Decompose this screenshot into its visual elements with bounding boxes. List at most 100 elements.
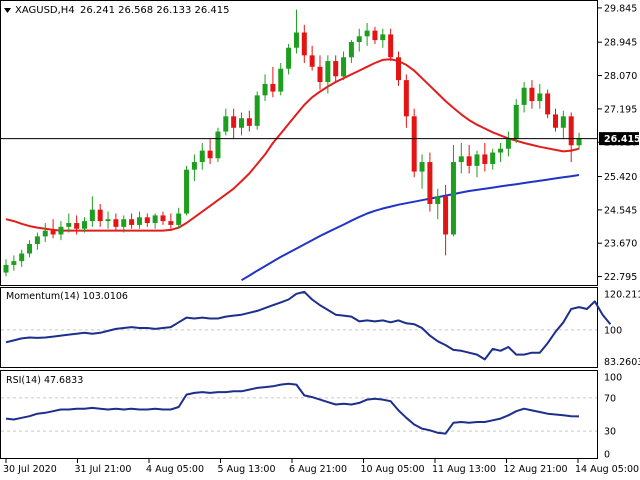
candle-body: [443, 196, 449, 235]
candle-body: [325, 61, 331, 83]
ma-fast-path: [5, 58, 580, 232]
ohlc-values: 26.241 26.568 26.133 26.415: [80, 5, 230, 16]
candle-body: [168, 221, 174, 225]
chart-header: XAGUSD,H4 26.241 26.568 26.133 26.415: [4, 5, 230, 16]
symbol-label: XAGUSD,H4: [15, 5, 75, 16]
momentum-tick-label: 120.2117: [604, 290, 640, 301]
candle-body: [184, 169, 190, 214]
candle-body: [419, 162, 425, 172]
candle-body: [262, 83, 268, 96]
candle-body: [505, 139, 511, 149]
candle-body: [450, 162, 456, 235]
candles: [3, 9, 582, 277]
current-price-label: 26.415: [604, 134, 640, 145]
rsi-panel-frame: [0, 370, 598, 459]
price-tick-label: 28.070: [604, 71, 637, 82]
candle-body: [568, 116, 574, 146]
candle-body: [223, 116, 229, 132]
momentum-axis: 120.2117 100 83.2603: [1, 290, 640, 368]
candle-body: [553, 114, 558, 128]
candle-body: [207, 150, 213, 159]
candle-body: [498, 148, 504, 153]
candle-body: [246, 118, 252, 126]
time-tick-label: 11 Aug 13:00: [432, 464, 496, 475]
candle-body: [199, 150, 205, 163]
candle-body: [121, 219, 127, 227]
candle-body: [231, 116, 237, 128]
candle-body: [27, 243, 33, 254]
rsi-path: [5, 382, 580, 435]
momentum-tick-label: 100: [604, 325, 622, 336]
candle-body: [74, 223, 80, 229]
candle-body: [317, 66, 323, 83]
time-tick-label: 4 Aug 05:00: [146, 464, 204, 475]
candle-body: [50, 230, 56, 235]
collapse-arrow-icon[interactable]: [4, 8, 11, 13]
candle-body: [105, 219, 111, 222]
candle-body: [66, 223, 72, 227]
candle-body: [215, 131, 221, 159]
candle-body: [482, 154, 488, 164]
candle-body: [380, 34, 386, 41]
candle-body: [278, 68, 284, 92]
current-price-tag: 26.415: [599, 132, 640, 146]
ma-fast-line: [5, 58, 580, 232]
candle-body: [560, 116, 566, 128]
candle-body: [364, 30, 370, 37]
rsi-tick-label: 0: [604, 450, 610, 461]
rsi-tick-label: 100: [604, 373, 622, 384]
time-tick-label: 6 Aug 21:00: [289, 464, 347, 475]
candle-body: [293, 32, 299, 48]
candle-body: [545, 93, 551, 115]
price-tick-label: 28.945: [604, 38, 637, 49]
candle-body: [160, 215, 166, 222]
ma-slow-line: [240, 174, 580, 282]
candle-body: [403, 80, 409, 117]
candle-body: [537, 93, 543, 102]
momentum-path: [5, 290, 612, 361]
candle-body: [11, 261, 17, 265]
candle-body: [89, 209, 95, 222]
candle-body: [458, 156, 464, 163]
candle-body: [152, 215, 158, 224]
candle-body: [474, 154, 480, 166]
time-axis: 30 Jul 2020 31 Jul 21:00 4 Aug 05:00 5 Aug …: [3, 459, 639, 475]
candle-body: [42, 230, 48, 237]
time-tick-label: 10 Aug 05:00: [361, 464, 425, 475]
candle-body: [490, 152, 496, 164]
candle-body: [270, 83, 276, 92]
momentum-tick-label: 83.2603: [604, 357, 640, 368]
rsi-tick-label: 30: [604, 427, 616, 438]
candle-body: [3, 264, 9, 273]
momentum-panel: 120.2117 100 83.2603 Momentum(14) 103.0106: [0, 287, 640, 368]
rsi-title: RSI(14) 47.6833: [6, 375, 83, 386]
candle-body: [301, 32, 307, 56]
candle-body: [239, 118, 244, 128]
price-tick-label: 24.545: [604, 205, 637, 216]
rsi-line: [5, 382, 580, 435]
price-tick-label: 27.195: [604, 104, 637, 115]
candle-body: [144, 217, 150, 224]
candle-body: [466, 156, 472, 166]
candle-body: [411, 116, 417, 172]
candle-body: [333, 61, 339, 77]
momentum-title: Momentum(14) 103.0106: [6, 291, 128, 302]
candle-body: [513, 104, 519, 140]
price-tick-label: 29.845: [604, 3, 637, 14]
candle-body: [97, 209, 103, 222]
rsi-panel: 100 70 30 0 RSI(14) 47.6833: [0, 370, 622, 461]
time-tick-label: 30 Jul 2020: [3, 464, 57, 475]
candle-body: [372, 30, 378, 41]
candle-body: [286, 47, 292, 69]
candle-body: [113, 219, 119, 227]
candle-body: [576, 138, 582, 146]
candle-body: [427, 162, 433, 204]
price-tick-label: 22.795: [604, 272, 637, 283]
candle-body: [129, 219, 135, 225]
candle-body: [19, 253, 25, 262]
ma-slow-path: [240, 174, 580, 282]
candle-body: [254, 95, 260, 126]
candle-body: [521, 87, 527, 105]
candle-body: [435, 196, 441, 204]
